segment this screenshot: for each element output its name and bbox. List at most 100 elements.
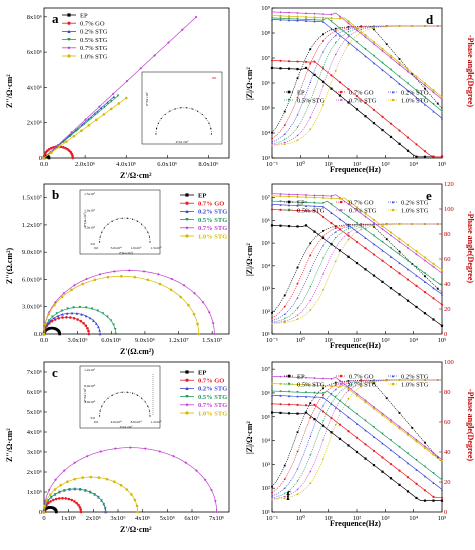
data-point (106, 315, 109, 319)
phase-point (309, 299, 312, 302)
modulus-point (313, 209, 316, 212)
phase-point (360, 380, 363, 383)
phase-point (322, 230, 324, 232)
modulus-point (364, 400, 367, 404)
inset-point (111, 220, 113, 222)
y-tick-label: 1x10⁶ (27, 489, 42, 496)
y-tick-label: 4x10⁶ (27, 84, 42, 91)
phase-point (347, 380, 350, 383)
modulus-point (381, 240, 384, 244)
modulus-point (406, 432, 410, 435)
data-point (98, 105, 101, 109)
y-tick-label: 10⁴ (261, 130, 271, 137)
y-right-tick-label: 40 (444, 449, 451, 456)
data-point (82, 321, 85, 325)
phase-point (271, 141, 273, 143)
inset-y-tick: 0.0 (91, 242, 96, 246)
modulus-point (270, 224, 274, 227)
modulus-point (279, 394, 282, 397)
modulus-point (432, 110, 435, 113)
modulus-point (321, 377, 325, 380)
data-point (65, 140, 68, 143)
legend-marker (391, 208, 395, 212)
phase-point (296, 467, 299, 470)
phase-point (347, 384, 350, 387)
legend-label: 0.7% STG (349, 97, 377, 104)
modulus-point (287, 394, 291, 398)
modulus-point (415, 496, 418, 500)
legend-marker (339, 382, 343, 386)
legend-marker (185, 209, 189, 213)
modulus-point (364, 419, 367, 422)
data-point (78, 488, 82, 491)
modulus-point (423, 291, 427, 294)
modulus-point (338, 385, 342, 388)
modulus-point (398, 75, 401, 78)
modulus-point (389, 255, 393, 258)
modulus-point (372, 253, 376, 256)
panel-b-ylabel: Z''(Ω.cm²) (5, 248, 14, 284)
inset-ylabel: Z''(Ω.cm²) (83, 212, 87, 227)
modulus-point (330, 197, 333, 200)
modulus-point (313, 60, 316, 63)
data-point (113, 328, 117, 331)
modulus-point (296, 193, 299, 196)
modulus-point (355, 436, 359, 439)
phase-point (296, 113, 299, 116)
modulus-point (330, 384, 333, 388)
phase-point (385, 25, 388, 28)
x-tick-label: 10⁴ (409, 161, 419, 168)
panel-c: c 0 1x10⁶ 2x10⁶ 3x10⁶ 4x10⁶ 5x10⁶ 6x10⁶ 7x10⁶ 0 1… (5, 361, 230, 534)
phase-point (296, 307, 299, 310)
data-point (57, 145, 61, 149)
y-right-tick-label: 120 (444, 181, 454, 188)
phase-point (296, 266, 299, 269)
modulus-point (338, 249, 342, 252)
phase-point (283, 294, 286, 297)
x-tick-label: 10³ (381, 337, 390, 344)
inset-x-tick: 1.0x10⁵ (131, 246, 143, 250)
phase-point (283, 492, 286, 495)
phase-point (309, 48, 312, 51)
modulus-point (338, 34, 342, 37)
modulus-point (406, 278, 410, 281)
x-tick-label: 1.2x10⁷ (168, 337, 188, 344)
modulus-point (304, 15, 308, 19)
modulus-point (389, 448, 393, 452)
modulus-point (296, 391, 299, 394)
modulus-point (415, 482, 418, 485)
data-point (79, 319, 83, 323)
data-point (129, 446, 132, 449)
modulus-point (287, 17, 291, 20)
modulus-point (423, 256, 427, 259)
data-point (53, 488, 57, 491)
data-point (75, 312, 79, 315)
modulus-point (389, 462, 393, 466)
inset-x-tick: 1.5x10⁵ (151, 246, 163, 250)
modulus-point (440, 293, 444, 296)
phase-point (322, 288, 324, 291)
panel-a: a 0.0 2.0x10⁶ 4.0x10⁶ 6.0x10⁶ 8.0x10⁶ 0 2x10⁶ 4… (5, 7, 230, 180)
modulus-point (406, 268, 410, 271)
y-tick-label: 0 (39, 155, 42, 162)
modulus-point (423, 465, 427, 468)
modulus-point (364, 36, 367, 39)
modulus-point (287, 390, 291, 393)
phase-point (424, 87, 426, 90)
data-point (42, 156, 46, 160)
modulus-point (381, 128, 384, 132)
phase-point (398, 250, 401, 253)
y-right-tick-label: 80 (444, 231, 451, 238)
phase-point (385, 238, 388, 241)
inset-y-tick: 5.0x10⁴ (84, 225, 96, 229)
legend-marker (185, 234, 189, 238)
modulus-point (287, 15, 291, 18)
data-point (124, 96, 128, 100)
modulus-point (440, 98, 444, 101)
phase-point (347, 26, 350, 29)
legend-label: 0.5% STG (297, 97, 325, 104)
modulus-point (296, 204, 299, 207)
modulus-point (304, 196, 308, 199)
phase-point (283, 124, 286, 127)
data-point (42, 332, 46, 336)
